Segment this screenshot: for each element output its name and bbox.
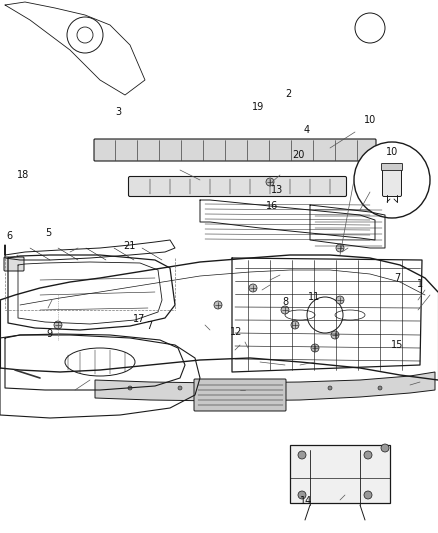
Circle shape bbox=[281, 306, 289, 314]
Text: 18: 18 bbox=[17, 170, 29, 180]
Text: 15: 15 bbox=[391, 341, 403, 350]
Text: 9: 9 bbox=[46, 329, 52, 338]
Circle shape bbox=[331, 331, 339, 339]
Circle shape bbox=[54, 321, 62, 329]
Circle shape bbox=[328, 386, 332, 390]
FancyBboxPatch shape bbox=[381, 164, 403, 171]
Circle shape bbox=[128, 386, 132, 390]
Text: 13: 13 bbox=[271, 185, 283, 195]
Circle shape bbox=[311, 344, 319, 352]
Circle shape bbox=[249, 284, 257, 292]
FancyBboxPatch shape bbox=[194, 379, 286, 411]
Text: 6: 6 bbox=[7, 231, 13, 240]
FancyBboxPatch shape bbox=[382, 166, 402, 197]
Circle shape bbox=[381, 444, 389, 452]
Text: 21: 21 bbox=[124, 241, 136, 251]
Circle shape bbox=[178, 386, 182, 390]
Circle shape bbox=[378, 386, 382, 390]
Text: 11: 11 bbox=[308, 293, 321, 302]
Circle shape bbox=[336, 244, 344, 252]
Text: 17: 17 bbox=[133, 314, 145, 324]
Text: 14: 14 bbox=[300, 496, 312, 506]
Text: 10: 10 bbox=[386, 147, 398, 157]
Text: 5: 5 bbox=[45, 229, 51, 238]
Text: 1: 1 bbox=[417, 279, 423, 288]
Circle shape bbox=[291, 321, 299, 329]
Circle shape bbox=[364, 491, 372, 499]
Circle shape bbox=[278, 386, 282, 390]
Text: 4: 4 bbox=[304, 125, 310, 135]
Polygon shape bbox=[95, 372, 435, 401]
Text: 7: 7 bbox=[395, 273, 401, 283]
Circle shape bbox=[298, 451, 306, 459]
Circle shape bbox=[364, 451, 372, 459]
Text: 7: 7 bbox=[147, 321, 153, 331]
Circle shape bbox=[354, 142, 430, 218]
Text: 19: 19 bbox=[252, 102, 265, 111]
Text: 3: 3 bbox=[115, 107, 121, 117]
Circle shape bbox=[214, 301, 222, 309]
Text: 10: 10 bbox=[364, 116, 376, 125]
Circle shape bbox=[266, 178, 274, 186]
Text: 12: 12 bbox=[230, 327, 242, 336]
Text: 16: 16 bbox=[266, 201, 279, 211]
Circle shape bbox=[298, 491, 306, 499]
Text: 2: 2 bbox=[285, 89, 291, 99]
Text: 8: 8 bbox=[283, 297, 289, 306]
FancyBboxPatch shape bbox=[290, 445, 390, 503]
FancyBboxPatch shape bbox=[94, 139, 376, 161]
FancyBboxPatch shape bbox=[4, 257, 24, 271]
FancyBboxPatch shape bbox=[128, 176, 346, 197]
Circle shape bbox=[228, 386, 232, 390]
Circle shape bbox=[336, 296, 344, 304]
Text: 20: 20 bbox=[293, 150, 305, 159]
